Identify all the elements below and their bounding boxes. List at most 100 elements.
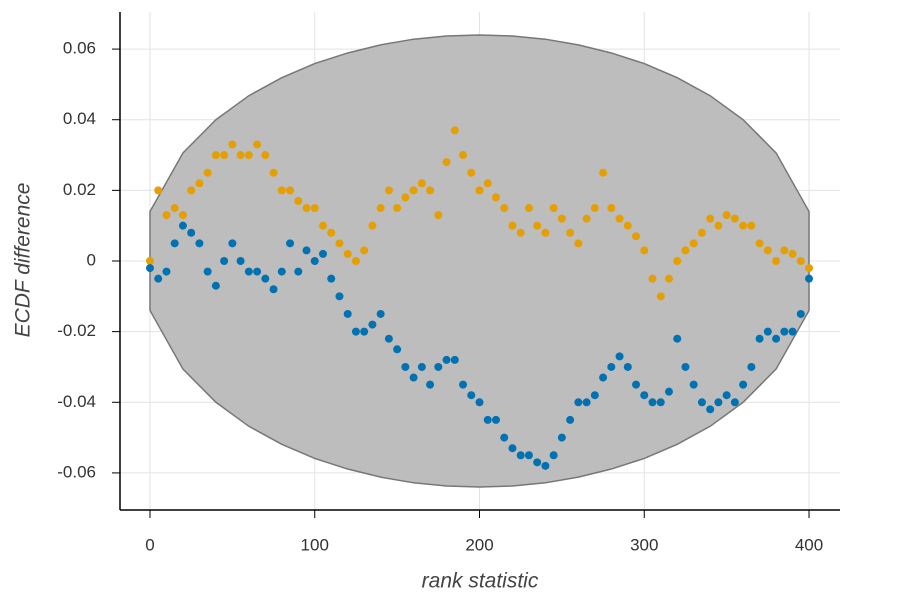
point	[722, 391, 731, 400]
y-tick-label: 0.04	[63, 109, 96, 128]
point	[409, 373, 418, 382]
point	[211, 281, 220, 290]
point	[335, 292, 344, 301]
point	[664, 274, 673, 283]
point	[739, 221, 748, 230]
point	[632, 380, 641, 389]
point	[524, 451, 533, 460]
point	[623, 362, 632, 371]
point	[755, 334, 764, 343]
point	[788, 249, 797, 258]
y-tick-label: 0.02	[63, 180, 96, 199]
point	[335, 239, 344, 248]
point	[730, 214, 739, 223]
point	[220, 151, 229, 160]
point	[269, 168, 278, 177]
point	[689, 239, 698, 248]
point	[459, 151, 468, 160]
point	[228, 140, 237, 149]
point	[772, 257, 781, 265]
point	[697, 398, 706, 407]
point	[607, 204, 616, 213]
point	[417, 362, 426, 371]
point	[796, 309, 805, 318]
point	[516, 451, 525, 460]
point	[401, 362, 410, 371]
point	[763, 327, 772, 336]
point	[376, 204, 385, 213]
point	[615, 352, 624, 361]
point	[747, 221, 756, 230]
point	[623, 221, 632, 230]
point	[343, 309, 352, 318]
point	[599, 373, 608, 382]
x-tick-label: 0	[145, 535, 154, 554]
y-tick-label: 0.06	[63, 39, 96, 58]
x-axis-title: rank statistic	[422, 570, 539, 593]
y-tick-label: 0	[87, 250, 96, 269]
point	[640, 246, 649, 255]
point	[310, 257, 319, 265]
point	[318, 249, 327, 258]
y-tick-label: -0.02	[57, 321, 96, 340]
point	[253, 267, 262, 276]
point	[286, 239, 295, 248]
point	[599, 168, 608, 177]
point	[351, 257, 360, 265]
point	[277, 267, 286, 276]
point	[763, 246, 772, 255]
point	[805, 264, 814, 273]
point	[450, 126, 459, 135]
point	[607, 362, 616, 371]
point	[656, 398, 665, 407]
point	[648, 398, 657, 407]
point	[393, 345, 402, 354]
point	[442, 355, 451, 364]
point	[681, 246, 690, 255]
point	[426, 186, 435, 195]
point	[541, 228, 550, 237]
point	[360, 327, 369, 336]
point	[706, 214, 715, 223]
point	[351, 327, 360, 336]
point	[582, 398, 591, 407]
point	[211, 151, 220, 160]
point	[500, 204, 509, 213]
point	[162, 211, 171, 220]
point	[203, 267, 212, 276]
x-tick-label: 400	[795, 535, 823, 554]
y-tick-label: -0.04	[57, 392, 96, 411]
point	[187, 186, 196, 195]
point	[689, 380, 698, 389]
point	[187, 228, 196, 237]
point	[475, 398, 484, 407]
point	[566, 415, 575, 424]
point	[541, 461, 550, 470]
point	[640, 391, 649, 400]
point	[557, 214, 566, 223]
point	[203, 168, 212, 177]
point	[376, 309, 385, 318]
point	[220, 257, 229, 265]
point	[154, 274, 163, 283]
point	[648, 274, 657, 283]
point	[236, 257, 245, 265]
point	[590, 204, 599, 213]
point	[253, 140, 262, 149]
point	[244, 151, 253, 160]
point	[706, 405, 715, 414]
point	[714, 398, 723, 407]
point	[401, 193, 410, 202]
point	[788, 327, 797, 336]
point	[170, 204, 179, 213]
point	[294, 196, 303, 205]
point	[368, 320, 377, 329]
point	[516, 228, 525, 237]
point	[244, 267, 253, 276]
point	[327, 274, 336, 283]
point	[697, 228, 706, 237]
point	[360, 246, 369, 255]
point	[805, 274, 814, 283]
point	[574, 398, 583, 407]
